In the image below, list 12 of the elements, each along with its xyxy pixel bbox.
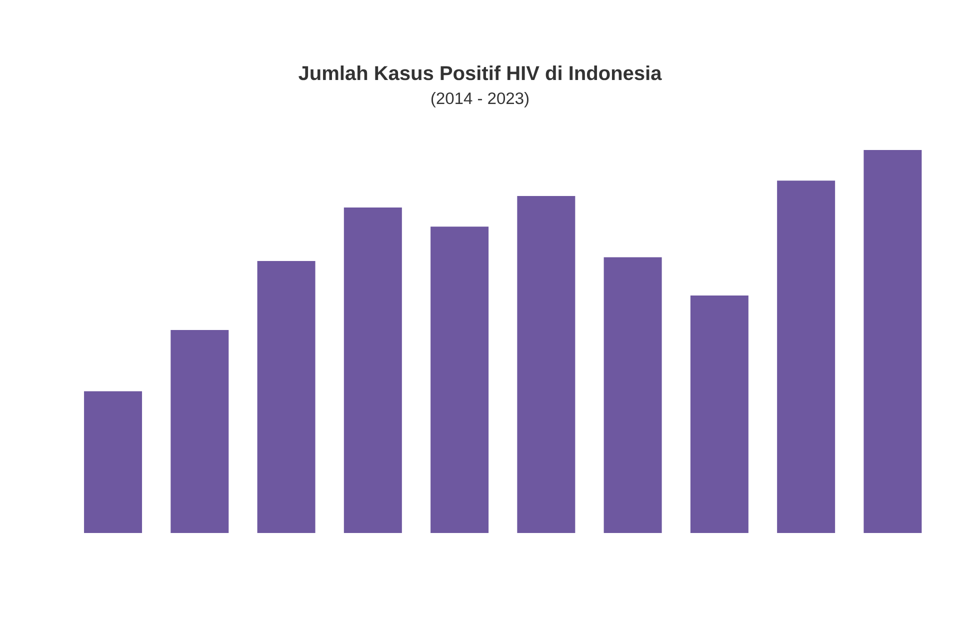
chart-title: Jumlah Kasus Positif HIV di Indonesia	[298, 65, 662, 80]
chart-subtitle: (2014 - 2023)	[431, 92, 528, 108]
bar	[84, 391, 142, 533]
bar	[777, 180, 836, 533]
bar	[344, 207, 402, 533]
bar	[430, 226, 489, 533]
bar	[690, 296, 748, 533]
bar	[257, 261, 316, 533]
bar	[604, 257, 662, 533]
bar	[517, 196, 576, 533]
bar	[170, 330, 229, 533]
bar	[864, 150, 922, 533]
